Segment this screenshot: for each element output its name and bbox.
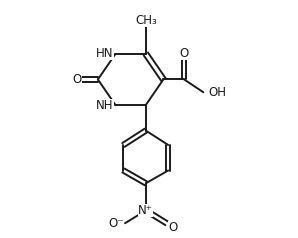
Text: HN: HN (96, 47, 114, 60)
Text: O: O (168, 221, 177, 234)
Text: O⁻: O⁻ (108, 217, 123, 230)
Text: NH: NH (96, 99, 114, 112)
Text: CH₃: CH₃ (135, 14, 157, 27)
Text: OH: OH (208, 86, 226, 99)
Text: N⁺: N⁺ (138, 204, 153, 217)
Text: O: O (72, 73, 82, 86)
Text: O: O (179, 47, 189, 60)
